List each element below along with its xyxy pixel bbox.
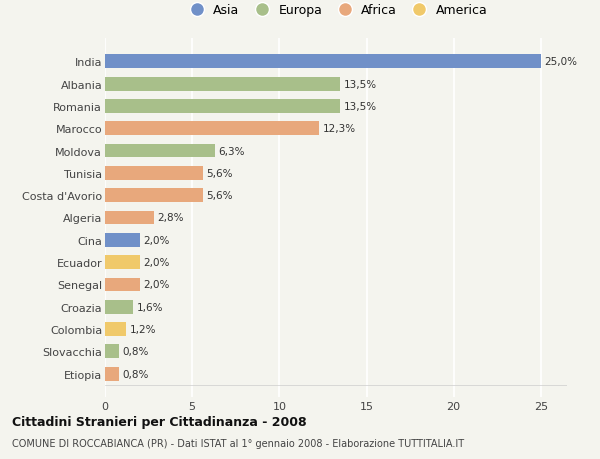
Text: 2,8%: 2,8% [157, 213, 184, 223]
Text: 2,0%: 2,0% [143, 257, 170, 268]
Text: 1,2%: 1,2% [130, 325, 156, 334]
Text: COMUNE DI ROCCABIANCA (PR) - Dati ISTAT al 1° gennaio 2008 - Elaborazione TUTTIT: COMUNE DI ROCCABIANCA (PR) - Dati ISTAT … [12, 438, 464, 448]
Legend: Asia, Europa, Africa, America: Asia, Europa, Africa, America [185, 4, 487, 17]
Text: 13,5%: 13,5% [344, 79, 377, 90]
Bar [105, 211, 154, 225]
Text: 5,6%: 5,6% [206, 168, 233, 179]
Text: 13,5%: 13,5% [344, 102, 377, 112]
Text: 5,6%: 5,6% [206, 191, 233, 201]
Bar [105, 300, 133, 314]
Bar [105, 122, 319, 136]
Text: 25,0%: 25,0% [544, 57, 577, 67]
Bar [105, 55, 541, 69]
Text: 1,6%: 1,6% [136, 302, 163, 312]
Bar [105, 100, 340, 114]
Bar [105, 167, 203, 180]
Text: 2,0%: 2,0% [143, 235, 170, 245]
Bar [105, 144, 215, 158]
Bar [105, 78, 340, 91]
Text: 6,3%: 6,3% [218, 146, 245, 156]
Text: 2,0%: 2,0% [143, 280, 170, 290]
Bar [105, 233, 140, 247]
Bar [105, 189, 203, 203]
Bar [105, 278, 140, 292]
Text: 12,3%: 12,3% [323, 124, 356, 134]
Bar [105, 322, 126, 336]
Text: 0,8%: 0,8% [122, 369, 149, 379]
Bar [105, 367, 119, 381]
Text: 0,8%: 0,8% [122, 347, 149, 357]
Bar [105, 256, 140, 269]
Bar [105, 345, 119, 358]
Text: Cittadini Stranieri per Cittadinanza - 2008: Cittadini Stranieri per Cittadinanza - 2… [12, 415, 307, 428]
